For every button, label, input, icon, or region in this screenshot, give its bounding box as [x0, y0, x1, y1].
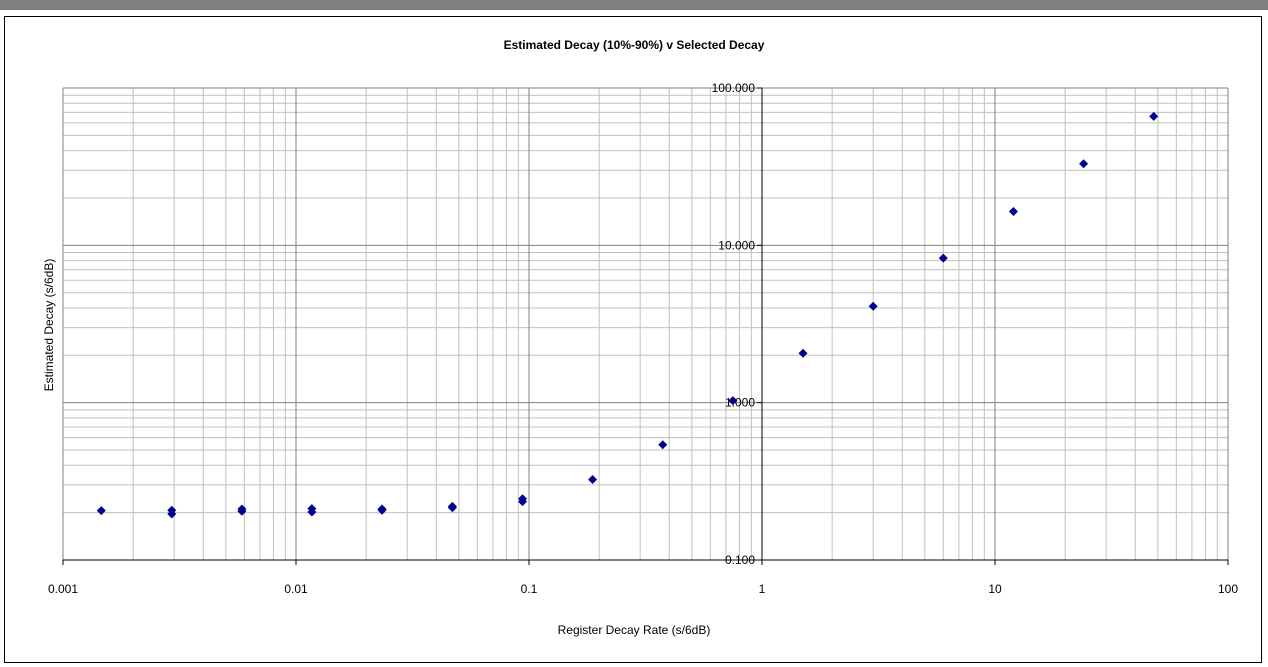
data-point: [1008, 207, 1018, 217]
x-tick-label: 0.001: [48, 582, 78, 596]
window-top-bar: [0, 0, 1268, 10]
data-point: [518, 494, 528, 504]
data-point: [728, 396, 738, 406]
data-point: [237, 504, 247, 514]
data-point: [938, 253, 948, 263]
data-point: [96, 506, 106, 516]
x-tick-label: 10: [988, 582, 1002, 596]
x-tick-labels: 0.001 0.01 0.1 1 10 100: [48, 560, 1238, 596]
x-axis-label: Register Decay Rate (s/6dB): [557, 623, 711, 637]
data-point: [1079, 159, 1089, 169]
y-tick-label: 1.000: [725, 396, 755, 410]
data-point: [868, 301, 878, 311]
x-tick-label: 1: [759, 582, 766, 596]
y-tick-labels: 0.100 1.000 10.000 100.000: [712, 81, 762, 567]
x-tick-label: 0.01: [284, 582, 308, 596]
data-point: [377, 504, 387, 514]
data-point: [798, 348, 808, 358]
chart-frame: [4, 16, 1262, 663]
minor-gridlines: [63, 88, 1228, 560]
data-point: [1149, 111, 1159, 121]
data-point: [447, 501, 457, 511]
major-gridlines: [62, 87, 1229, 561]
axes: [63, 88, 1228, 561]
data-point: [658, 440, 668, 450]
y-tick-label: 0.100: [725, 553, 755, 567]
x-tick-label: 100: [1218, 582, 1238, 596]
data-points: [96, 111, 1159, 519]
data-point: [167, 505, 177, 515]
data-point: [588, 474, 598, 484]
x-tick-label: 0.1: [521, 582, 538, 596]
y-tick-label: 100.000: [712, 81, 756, 95]
y-tick-label: 10.000: [718, 238, 755, 252]
chart-title: Estimated Decay (10%-90%) v Selected Dec…: [503, 38, 765, 52]
data-point: [307, 504, 317, 514]
